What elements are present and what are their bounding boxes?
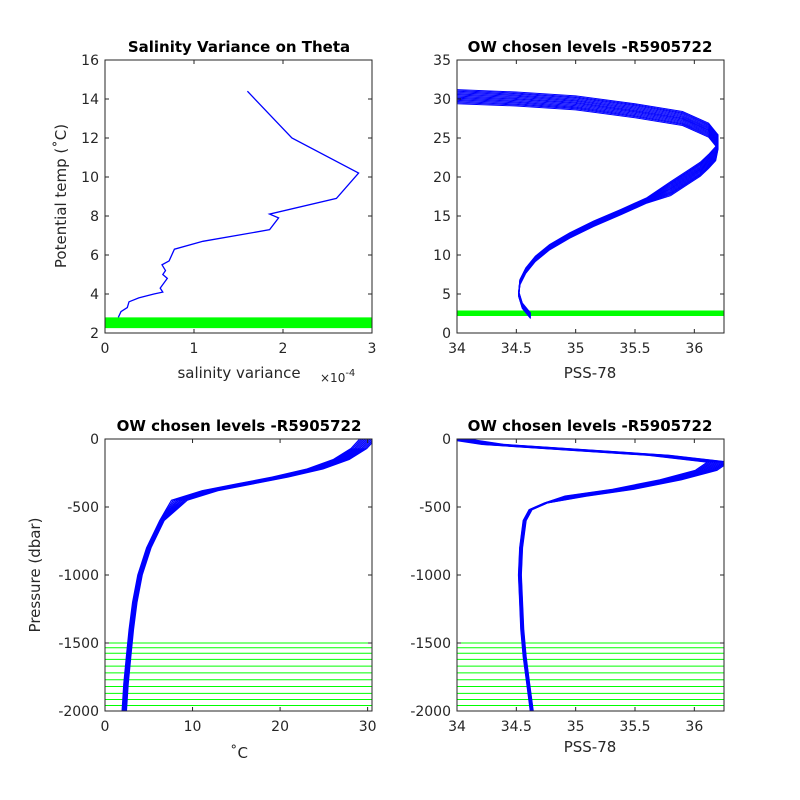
y-tick-label: -1000 <box>410 568 451 584</box>
profile-bundle <box>121 439 372 711</box>
panel-1-chosen-levels <box>105 317 372 329</box>
panel-3-ylabel: Pressure (dbar) <box>26 518 44 633</box>
y-tick-label: -500 <box>419 500 451 516</box>
panel-2-xlabel: PSS-78 <box>564 364 617 382</box>
y-tick-label: 16 <box>81 53 99 69</box>
x-tick-label: 36 <box>685 341 703 357</box>
y-tick-label: 35 <box>433 53 451 69</box>
y-tick-label: 10 <box>81 170 99 186</box>
panel-salinity-variance: Salinity Variance on Theta 0 1 2 3246810121… <box>52 38 376 385</box>
y-tick-label: 10 <box>433 248 451 264</box>
x-tick-label: 35 <box>567 341 585 357</box>
x-tick-label: 0 <box>101 341 110 357</box>
x-tick-label: 34.5 <box>501 719 532 735</box>
x-tick-label: 0 <box>101 719 110 735</box>
x-tick-label: 2 <box>279 341 288 357</box>
y-tick-label: -2000 <box>58 704 99 720</box>
panel-1-series <box>117 90 360 318</box>
y-tick-label: 0 <box>442 432 451 448</box>
panel-theta-salinity: OW chosen levels -R5905722 34 34.5 35 35.5 3… <box>433 38 725 382</box>
panel-4-ticks: 34 34.5 35 35.5 36 -2000 -1500 -1000 -500 0 <box>410 432 724 735</box>
x-exponent-power: -4 <box>345 368 355 379</box>
panel-2-ticks: 34 34.5 35 35.5 36 0 5 10 15 20 25 30 35 <box>433 53 724 357</box>
panel-4-chosen-levels <box>457 642 724 707</box>
x-tick-label: 20 <box>271 719 289 735</box>
y-tick-label: -1500 <box>410 636 451 652</box>
panel-4-xlabel: PSS-78 <box>564 738 617 756</box>
x-tick-label: 30 <box>359 719 377 735</box>
panel-4-title: OW chosen levels -R5905722 <box>468 417 713 435</box>
panel-4-series <box>457 439 724 711</box>
x-exponent-base: ×10 <box>320 371 345 385</box>
y-tick-label: 0 <box>442 326 451 342</box>
x-tick-label: 10 <box>184 719 202 735</box>
x-tick-label: 3 <box>368 341 377 357</box>
y-tick-label: 12 <box>81 131 99 147</box>
panel-1-title: Salinity Variance on Theta <box>128 38 350 56</box>
y-tick-label: -1500 <box>58 636 99 652</box>
panel-3-title: OW chosen levels -R5905722 <box>117 417 362 435</box>
y-tick-label: 4 <box>90 287 99 303</box>
panel-1-xlabel: salinity variance <box>177 364 300 382</box>
y-tick-label: 5 <box>442 287 451 303</box>
y-tick-label: 6 <box>90 248 99 264</box>
panel-1-axes-box <box>104 59 373 334</box>
panel-2-chosen-levels <box>457 310 724 317</box>
profile-bundle <box>457 89 719 319</box>
panel-3-ticks: 0 10 20 30 -2000 -1500 -1000 -500 0 <box>58 432 376 735</box>
panel-temp-pressure: OW chosen levels -R5905722 0 10 20 30 -2000 -… <box>26 417 377 762</box>
y-tick-label: 8 <box>90 209 99 225</box>
profile-bundle <box>457 439 724 711</box>
x-tick-label: 35.5 <box>619 719 650 735</box>
panel-3-xlabel: ˚C <box>230 744 248 762</box>
x-tick-label: 34 <box>448 341 466 357</box>
variance-line <box>117 90 360 318</box>
y-tick-label: 2 <box>90 326 99 342</box>
panel-1-x-exponent: ×10-4 <box>320 368 355 385</box>
x-tick-label: 34.5 <box>501 341 532 357</box>
y-tick-label: -500 <box>67 500 99 516</box>
x-tick-label: 34 <box>448 719 466 735</box>
panel-2-title: OW chosen levels -R5905722 <box>468 38 713 56</box>
y-tick-label: 20 <box>433 170 451 186</box>
y-tick-label: 0 <box>90 432 99 448</box>
x-tick-label: 36 <box>685 719 703 735</box>
x-tick-label: 1 <box>190 341 199 357</box>
y-tick-label: 14 <box>81 92 99 108</box>
panel-3-series <box>121 439 372 711</box>
y-tick-label: 15 <box>433 209 451 225</box>
y-tick-label: -2000 <box>410 704 451 720</box>
panel-2-series <box>457 89 719 319</box>
panel-3-chosen-levels <box>105 642 372 707</box>
x-tick-label: 35.5 <box>619 341 650 357</box>
y-tick-label: -1000 <box>58 568 99 584</box>
profile-line <box>125 441 372 711</box>
y-tick-label: 30 <box>433 92 451 108</box>
y-tick-label: 25 <box>433 131 451 147</box>
profile-line <box>457 89 719 314</box>
panel-salinity-pressure: OW chosen levels -R5905722 34 34.5 35 35.5 3… <box>410 417 725 756</box>
panel-1-ylabel: Potential temp (˚C) <box>52 124 70 268</box>
panel-2-axes-box <box>456 59 725 334</box>
x-tick-label: 35 <box>567 719 585 735</box>
profile-line <box>467 439 724 711</box>
